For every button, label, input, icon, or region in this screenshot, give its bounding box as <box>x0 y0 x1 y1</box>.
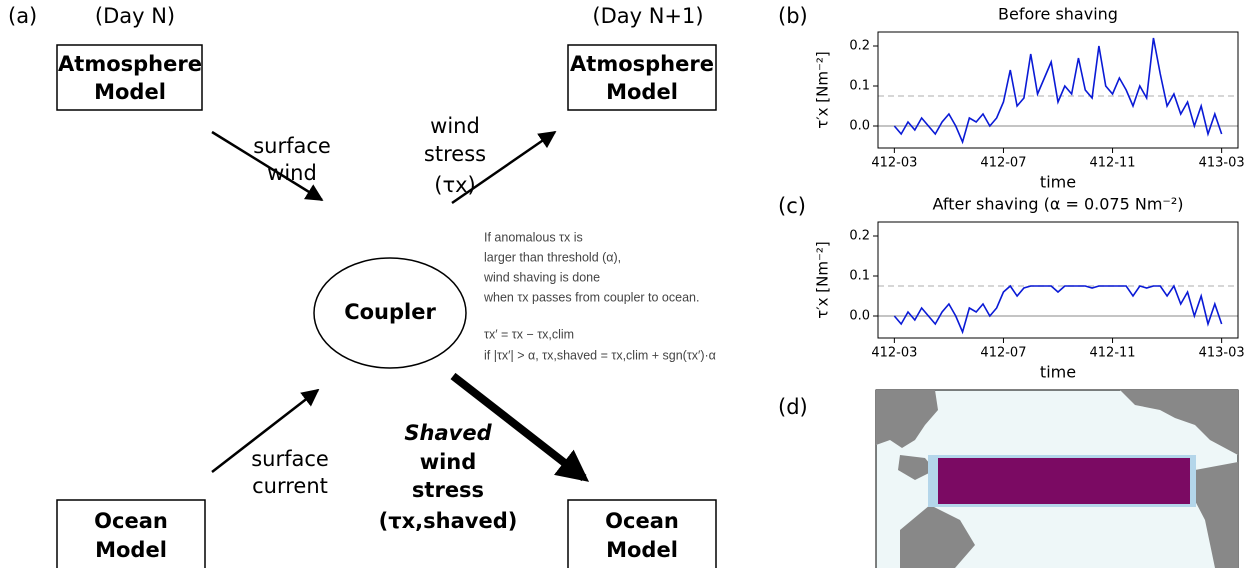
land <box>900 505 975 568</box>
arrow-label: stress <box>424 142 486 166</box>
land <box>898 455 935 480</box>
shaving-region <box>938 458 1190 504</box>
formula: if |τx′| > α, τx,shaved = τx,clim + sgn(… <box>484 348 716 362</box>
land <box>876 390 938 448</box>
x-axis-label: time <box>1040 363 1076 382</box>
arrow-label: (τx,shaved) <box>379 509 518 533</box>
annotation: when τx passes from coupler to ocean. <box>483 290 699 304</box>
x-tick-label: 412-07 <box>980 156 1026 171</box>
box-label: Ocean <box>94 509 168 533</box>
data-line <box>893 37 1223 145</box>
box-label: Model <box>606 538 678 562</box>
chart-title: Before shaving <box>998 5 1118 24</box>
arrow-label: (τx) <box>434 173 475 197</box>
day-label: (Day N+1) <box>592 4 703 28</box>
x-tick-label: 412-11 <box>1090 346 1136 361</box>
x-tick-label: 412-07 <box>980 346 1026 361</box>
diagram: (a) (Day N) (Day N+1) Atmosphere Model A… <box>8 4 717 568</box>
box-label: Model <box>95 538 167 562</box>
arrow-label: current <box>252 474 328 498</box>
box <box>56 44 203 111</box>
annotation: larger than threshold (α), <box>484 250 621 264</box>
arrow-label: surface <box>253 134 331 158</box>
coupler <box>313 257 467 369</box>
data-line <box>893 284 1223 335</box>
y-tick-label: 0.0 <box>849 119 870 134</box>
arrow-label: Shaved <box>404 421 492 445</box>
annotation: wind shaving is done <box>483 270 600 284</box>
x-tick-label: 412-03 <box>871 346 917 361</box>
box-label: Atmosphere <box>58 52 202 76</box>
box <box>567 44 717 111</box>
coupler-label: Coupler <box>344 300 436 324</box>
y-tick-label: 0.2 <box>849 39 870 54</box>
land <box>1192 462 1238 568</box>
y-tick-label: 0.0 <box>849 309 870 324</box>
map: (d) <box>778 389 1239 568</box>
x-tick-label: 412-11 <box>1090 156 1136 171</box>
box <box>56 499 206 568</box>
y-axis-label: τ′x [Nm⁻²] <box>814 241 832 319</box>
arrow <box>211 130 324 202</box>
formula: τx′ = τx − τx,clim <box>484 327 574 341</box>
arrow-label: surface <box>251 447 329 471</box>
panel-label: (b) <box>778 4 808 28</box>
arrow-thick <box>450 372 590 482</box>
y-tick-label: 0.2 <box>849 229 870 244</box>
panel-label: (d) <box>778 395 808 419</box>
annotation: If anomalous τx is <box>484 230 583 244</box>
arrow-label: wind <box>430 114 480 138</box>
x-tick-label: 412-03 <box>871 156 917 171</box>
plot-frame <box>877 31 1239 149</box>
day-label: (Day N) <box>95 4 175 28</box>
y-tick-label: 0.1 <box>849 79 870 94</box>
plot-frame <box>877 221 1239 339</box>
arrow <box>211 388 320 473</box>
box-label: Ocean <box>605 509 679 533</box>
x-axis-label: time <box>1040 173 1076 192</box>
panel-label: (c) <box>778 194 806 218</box>
x-tick-label: 413-03 <box>1199 156 1245 171</box>
land <box>1120 390 1238 455</box>
arrow-label: wind <box>267 161 317 185</box>
y-axis-label: τ′x [Nm⁻²] <box>814 51 832 129</box>
box-label: Model <box>94 80 166 104</box>
x-tick-label: 413-03 <box>1199 346 1245 361</box>
box-label: Model <box>606 80 678 104</box>
arrow <box>451 130 557 205</box>
box <box>567 499 717 568</box>
chart-title: After shaving (α = 0.075 Nm⁻²) <box>933 195 1184 214</box>
arrow-label: wind <box>420 450 477 474</box>
y-tick-label: 0.1 <box>849 269 870 284</box>
panel-label: (a) <box>8 4 37 28</box>
box-label: Atmosphere <box>570 52 714 76</box>
arrow-label: stress <box>412 478 484 502</box>
